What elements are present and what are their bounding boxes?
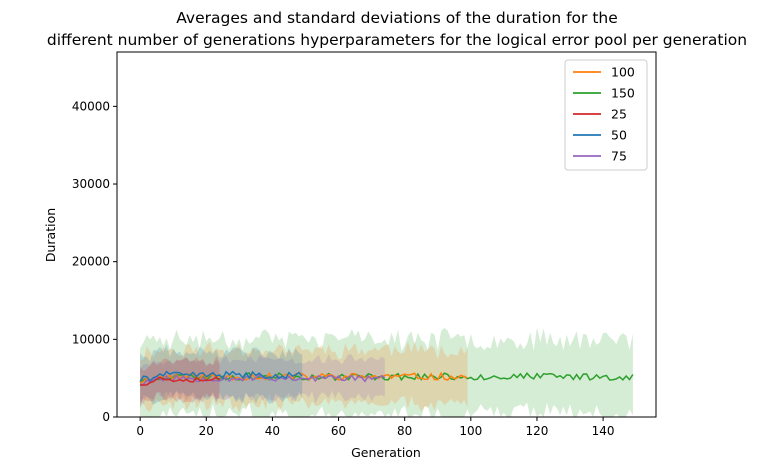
y-tick-label: 10000 xyxy=(72,332,110,346)
x-tick-label: 0 xyxy=(136,424,144,438)
x-axis-ticks: 0 20 40 60 80 100 120 140 xyxy=(136,417,615,438)
y-tick-label: 0 xyxy=(102,410,110,424)
x-tick-label: 120 xyxy=(526,424,549,438)
x-tick-label: 40 xyxy=(265,424,280,438)
legend-frame xyxy=(564,59,648,171)
mean-lines xyxy=(139,370,634,386)
chart-title-line-2: different number of generations hyperpar… xyxy=(47,31,747,49)
legend: 100 150 25 50 75 xyxy=(564,59,648,171)
legend-label-100: 100 xyxy=(611,65,635,80)
x-tick-label: 80 xyxy=(397,424,412,438)
x-tick-label: 60 xyxy=(331,424,346,438)
legend-label-25: 25 xyxy=(611,107,627,122)
mean-line-75 xyxy=(140,373,386,386)
y-axis-ticks: 0 10000 20000 30000 40000 xyxy=(72,99,117,424)
mean-line-25 xyxy=(140,376,220,386)
mean-line-150 xyxy=(139,371,634,384)
x-tick-label: 20 xyxy=(199,424,214,438)
chart-title-line-1: Averages and standard deviations of the … xyxy=(176,9,618,27)
x-tick-label: 100 xyxy=(459,424,482,438)
mean-line-50 xyxy=(139,370,303,382)
std-band-75 xyxy=(140,353,385,405)
y-tick-label: 20000 xyxy=(72,255,110,269)
legend-label-75: 75 xyxy=(611,149,627,164)
x-axis-label: Generation xyxy=(351,445,421,460)
legend-label-150: 150 xyxy=(611,86,635,101)
legend-label-50: 50 xyxy=(611,128,627,143)
std-bands xyxy=(140,327,633,417)
y-tick-label: 40000 xyxy=(72,99,110,113)
y-tick-label: 30000 xyxy=(72,177,110,191)
plot-area-frame xyxy=(116,51,657,418)
x-tick-label: 140 xyxy=(592,424,615,438)
std-band-100 xyxy=(140,341,468,413)
y-axis-label: Duration xyxy=(43,208,58,262)
std-band-150 xyxy=(140,327,633,417)
